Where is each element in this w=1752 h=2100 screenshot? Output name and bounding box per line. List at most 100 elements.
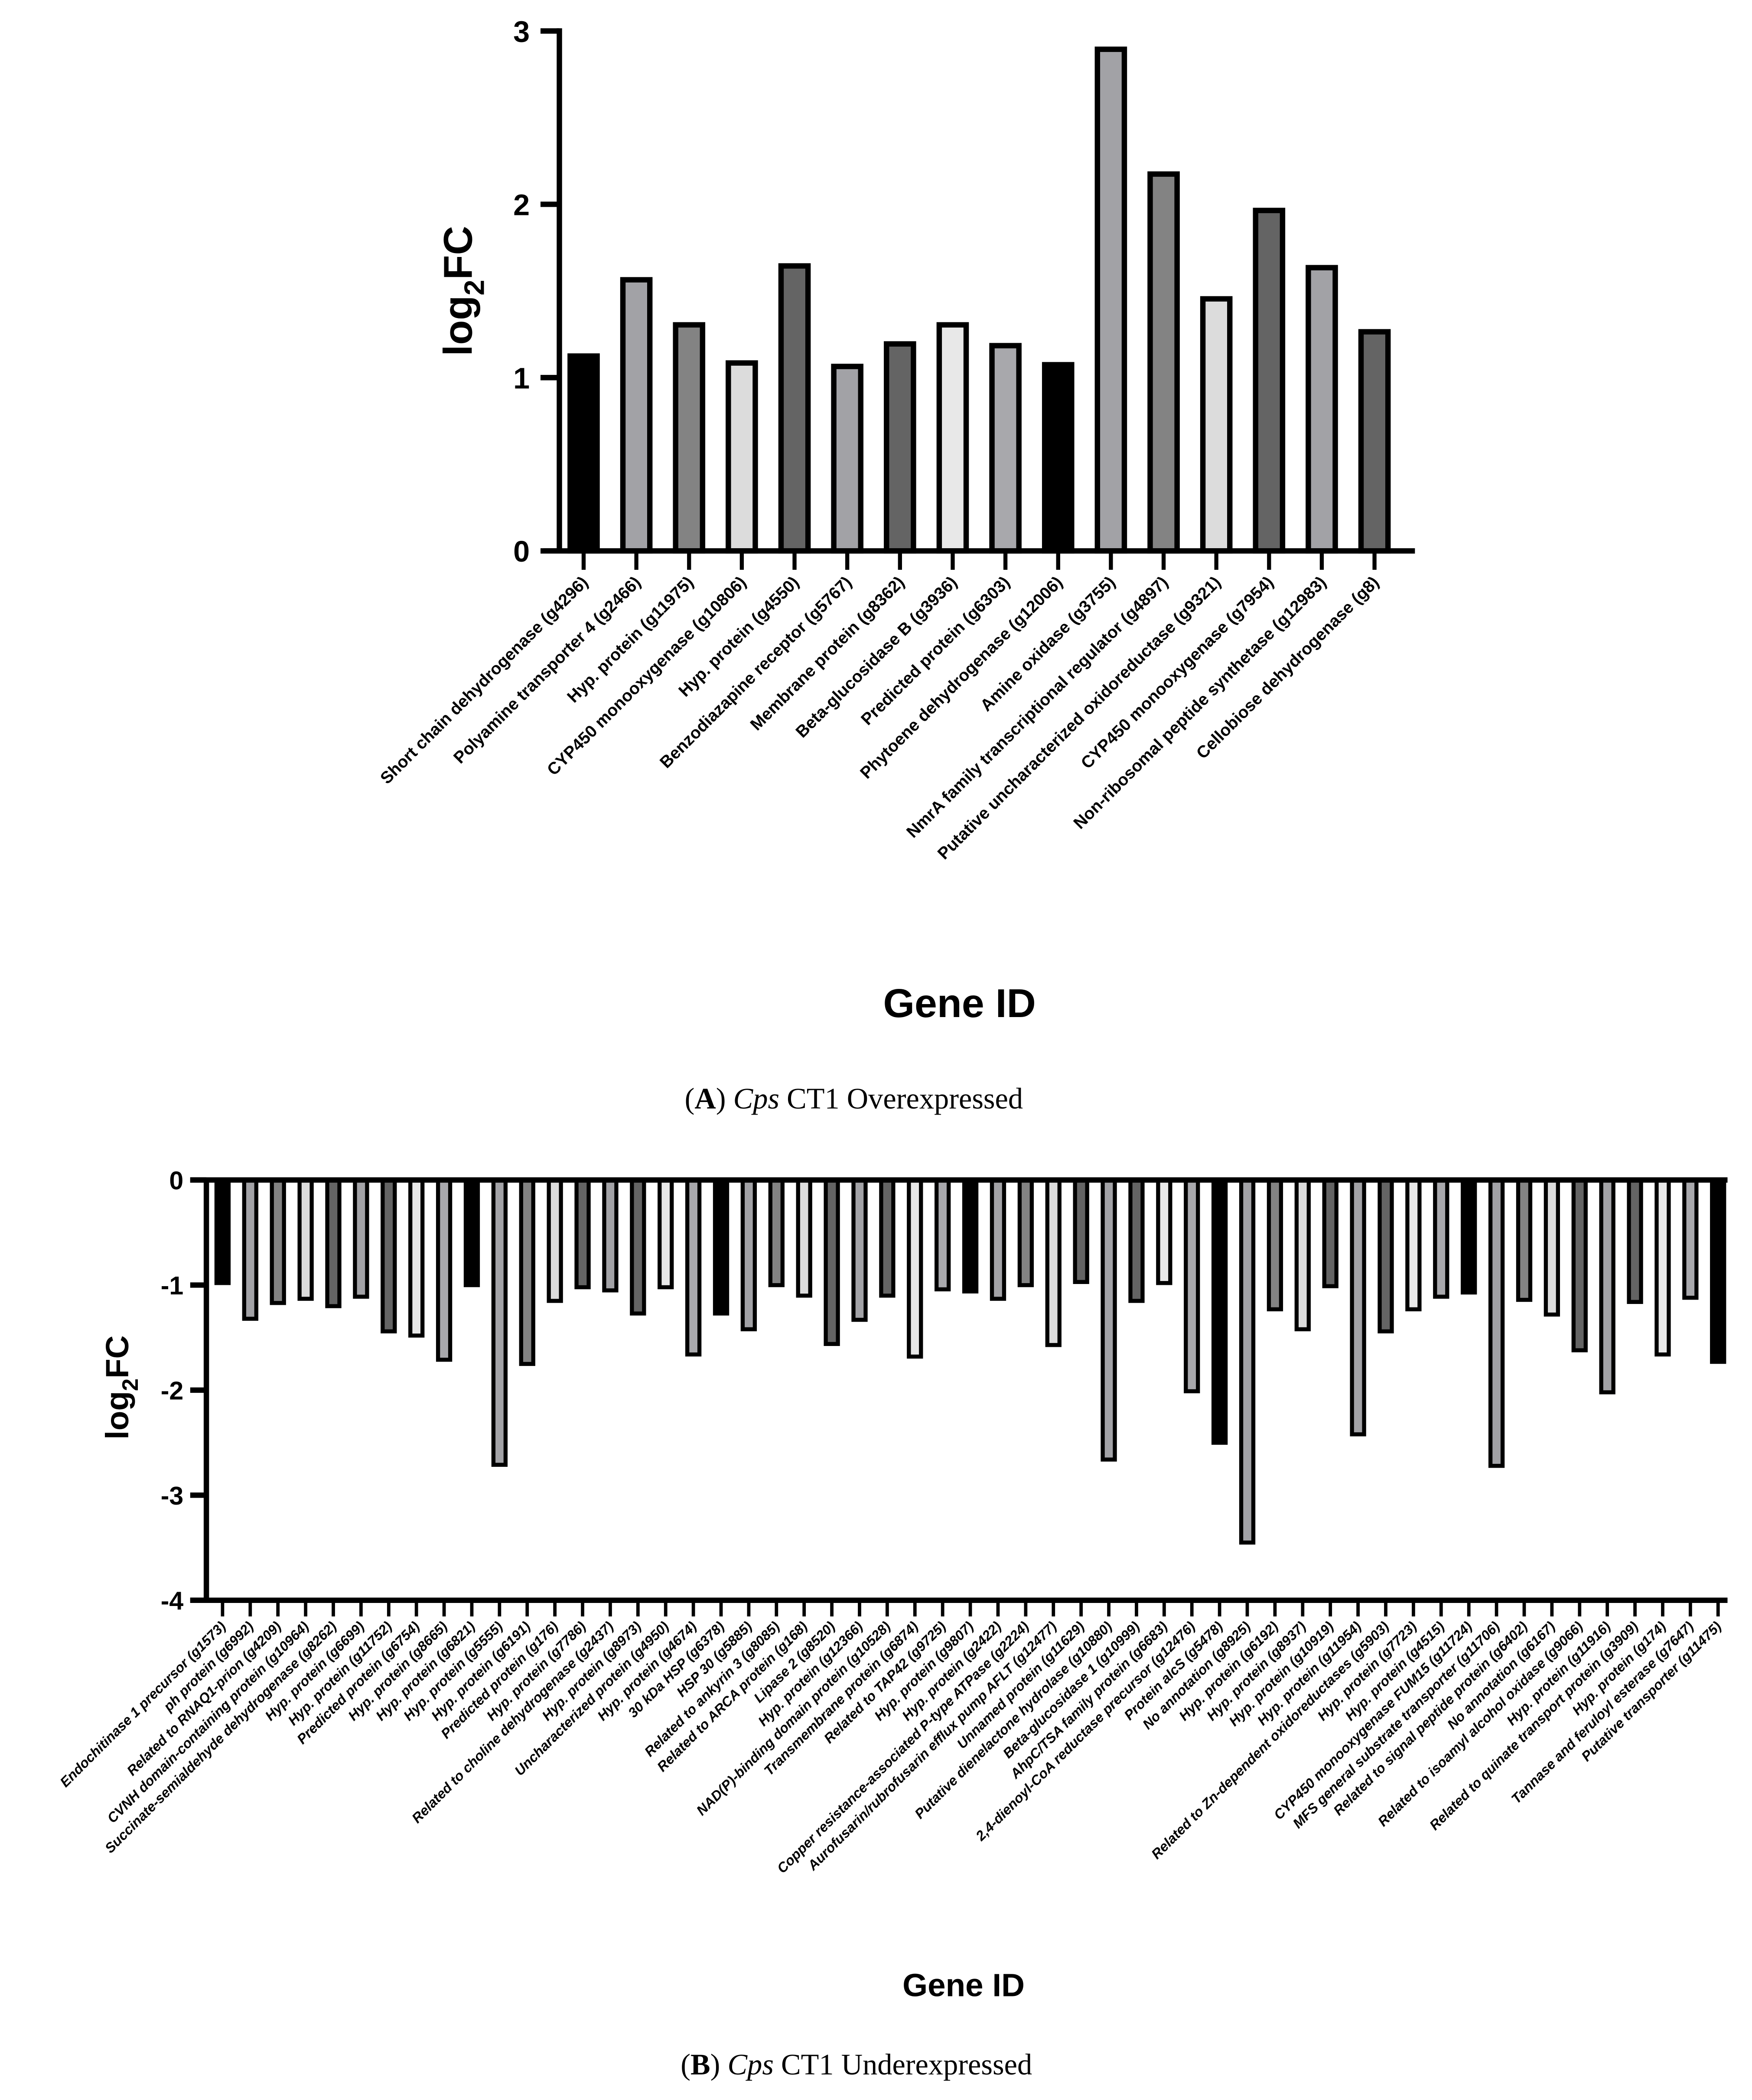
bar [824,1178,840,1346]
y-axis-label-suffix: FC [435,226,480,280]
caption-close-paren: ) [716,1082,733,1115]
bar [463,1178,480,1287]
bar [602,1178,619,1293]
caption-species: Cps [728,2048,774,2081]
x-axis-label: Gene ID [883,981,1036,1026]
bar [1239,1178,1256,1545]
bar [1461,1178,1477,1295]
bar [778,263,811,554]
bar [1045,1178,1062,1347]
bar [740,1178,757,1332]
y-axis-label-prefix: log [435,296,480,356]
bar [831,364,863,554]
bar [353,1178,369,1299]
bar [1682,1178,1699,1300]
bar [935,1178,951,1291]
y-tick-label: 0 [513,535,530,568]
y-tick-label: 0 [169,1167,183,1195]
bar [620,277,653,554]
bar [547,1178,563,1303]
bar [436,1178,453,1362]
bar [713,1178,729,1316]
bar [990,1178,1006,1301]
bar [768,1178,785,1287]
x-tick-label: Non-ribosomal peptide synthetase (g12983… [1070,573,1330,833]
bar [1267,1178,1283,1312]
bar [567,353,600,554]
bar [1654,1178,1671,1357]
bar [1294,1178,1311,1332]
caption-open-paren: ( [681,2048,690,2081]
bar [936,322,969,554]
y-axis-label: log2FC [435,226,490,356]
x-tick-label: CYP450 monooxygenase (g7954) [1078,573,1277,773]
y-tick-label: -1 [161,1271,184,1300]
caption-close-paren: ) [710,2048,728,2081]
bar [574,1178,591,1290]
bar [491,1178,508,1467]
y-tick-label: 3 [513,15,530,48]
bar [1358,329,1391,554]
bar [242,1178,258,1321]
caption-panel-letter: A [694,1082,716,1115]
bar [297,1178,314,1301]
bar [1128,1178,1145,1303]
y-tick-label: -4 [161,1587,184,1616]
figure-caption: (A) Cps CT1 Overexpressed [685,1082,1023,1115]
bar [989,343,1022,554]
bar [1200,296,1233,554]
bar [851,1178,868,1322]
y-axis-label-subscript: 2 [458,280,490,295]
bar [325,1178,342,1308]
bar [1156,1178,1172,1285]
bar [1147,171,1180,554]
caption-rest: CT1 Underexpressed [774,2048,1032,2081]
bar [1322,1178,1338,1288]
bar [1184,1178,1200,1394]
y-tick-label: 1 [513,362,530,395]
x-tick-label: Polyamine transporter 4 (g2466) [450,573,645,767]
x-tick-label: CYP450 monooxygenase (g10806) [544,573,750,779]
x-axis-label: Gene ID [902,1967,1025,2003]
bar [270,1178,286,1305]
y-axis-label-suffix: FC [99,1335,135,1378]
caption-species: Cps [733,1082,779,1115]
bar [1211,1178,1228,1445]
bar [796,1178,812,1298]
bar [1378,1178,1394,1333]
bar [1017,1178,1034,1287]
y-tick-label: -2 [161,1377,184,1405]
bar [1073,1178,1089,1284]
bar [1405,1178,1422,1312]
y-tick-label: -3 [161,1482,184,1510]
bar [884,341,916,554]
bar [1350,1178,1366,1437]
bar [1101,1178,1117,1462]
bar [1042,362,1075,554]
y-tick-label: 2 [513,189,530,221]
bar [1516,1178,1533,1302]
caption-panel-letter: B [690,2048,710,2081]
y-axis-label-prefix: log [99,1391,135,1440]
bar [879,1178,896,1298]
bar [1094,46,1127,554]
bar [1544,1178,1560,1317]
y-axis-label: log2FC [99,1335,143,1439]
bar [1627,1178,1643,1304]
bar [658,1178,674,1290]
bar [1488,1178,1505,1468]
figure-caption: (B) Cps CT1 Underexpressed [681,2048,1032,2081]
bar [519,1178,535,1366]
bar [962,1178,979,1294]
bar [1253,208,1286,554]
bar [381,1178,397,1333]
bar [214,1178,231,1285]
bar [630,1178,646,1316]
bar [685,1178,702,1357]
bar [726,360,758,554]
bar [1571,1178,1588,1352]
bar [1306,265,1338,554]
panel-b-underexpressed-chart: Endochitinase 1 precursor (g1573)ph prot… [57,1167,1728,2081]
bar [1433,1178,1449,1299]
